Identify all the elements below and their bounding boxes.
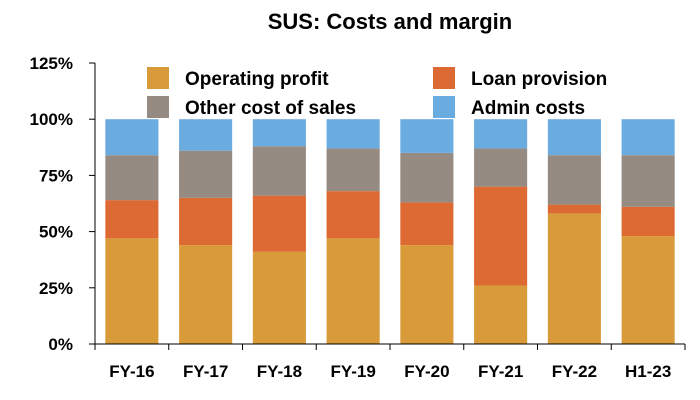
bar-loan-provision-fy-21	[474, 186, 528, 286]
bar-other-cost-of-sales-h1-23	[621, 155, 675, 207]
bar-operating-profit-fy-17	[179, 245, 233, 344]
bars-group	[105, 119, 675, 344]
legend-label-loan-provision: Loan provision	[471, 69, 607, 90]
bar-operating-profit-h1-23	[621, 236, 675, 344]
legend: Operating profit Loan provision Other cost…	[147, 67, 607, 119]
bar-loan-provision-fy-20	[400, 202, 454, 246]
bar-admin-costs-fy-17	[179, 119, 233, 151]
x-tick-label-fy-16: FY-16	[109, 362, 154, 381]
bar-other-cost-of-sales-fy-17	[179, 150, 233, 198]
y-tick-label: 125%	[30, 54, 73, 73]
x-tick-label-fy-22: FY-22	[552, 362, 597, 381]
bar-admin-costs-fy-21	[474, 119, 528, 149]
y-tick-label: 100%	[30, 110, 73, 129]
legend-label-admin-costs: Admin costs	[471, 98, 585, 119]
bar-other-cost-of-sales-fy-16	[105, 155, 159, 201]
legend-swatch-operating-profit	[147, 67, 169, 89]
legend-swatch-admin-costs	[433, 96, 455, 118]
chart-title: SUS: Costs and margin	[268, 9, 512, 34]
x-tick-label-fy-19: FY-19	[330, 362, 375, 381]
legend-swatch-other-cost-of-sales	[147, 96, 169, 118]
bar-loan-provision-fy-19	[326, 191, 380, 239]
bar-admin-costs-h1-23	[621, 119, 675, 156]
x-tick-label-fy-18: FY-18	[257, 362, 302, 381]
x-tick-label-h1-23: H1-23	[625, 362, 671, 381]
bar-loan-provision-h1-23	[621, 206, 675, 237]
bar-loan-provision-fy-18	[252, 195, 306, 252]
bar-other-cost-of-sales-fy-22	[547, 155, 601, 205]
legend-swatch-loan-provision	[433, 67, 455, 89]
bar-loan-provision-fy-22	[547, 204, 601, 214]
y-tick-label: 25%	[39, 279, 73, 298]
bar-other-cost-of-sales-fy-18	[252, 146, 306, 196]
bar-loan-provision-fy-17	[179, 197, 233, 246]
y-tick-label: 75%	[39, 166, 73, 185]
bar-loan-provision-fy-16	[105, 200, 159, 239]
bar-other-cost-of-sales-fy-19	[326, 148, 380, 192]
bar-operating-profit-fy-21	[474, 285, 528, 344]
y-tick-label: 0%	[48, 335, 73, 354]
legend-label-other-cost-of-sales: Other cost of sales	[185, 98, 356, 119]
bar-admin-costs-fy-19	[326, 119, 380, 149]
bar-operating-profit-fy-19	[326, 238, 380, 344]
bar-operating-profit-fy-18	[252, 251, 306, 344]
bar-admin-costs-fy-20	[400, 119, 454, 153]
bar-admin-costs-fy-22	[547, 119, 601, 156]
bar-operating-profit-fy-22	[547, 213, 601, 344]
bar-other-cost-of-sales-fy-21	[474, 148, 528, 187]
bar-admin-costs-fy-16	[105, 119, 159, 156]
x-tick-label-fy-20: FY-20	[404, 362, 449, 381]
x-tick-label-fy-21: FY-21	[478, 362, 523, 381]
bar-other-cost-of-sales-fy-20	[400, 152, 454, 203]
bar-admin-costs-fy-18	[252, 119, 306, 147]
y-tick-label: 50%	[39, 223, 73, 242]
x-tick-label-fy-17: FY-17	[183, 362, 228, 381]
legend-label-operating-profit: Operating profit	[185, 69, 329, 90]
axes-group: FY-16 FY-17 FY-18 FY-19 FY-20 FY-21 FY-22 H1-23…	[30, 54, 686, 381]
bar-operating-profit-fy-20	[400, 245, 454, 344]
bar-operating-profit-fy-16	[105, 238, 159, 344]
